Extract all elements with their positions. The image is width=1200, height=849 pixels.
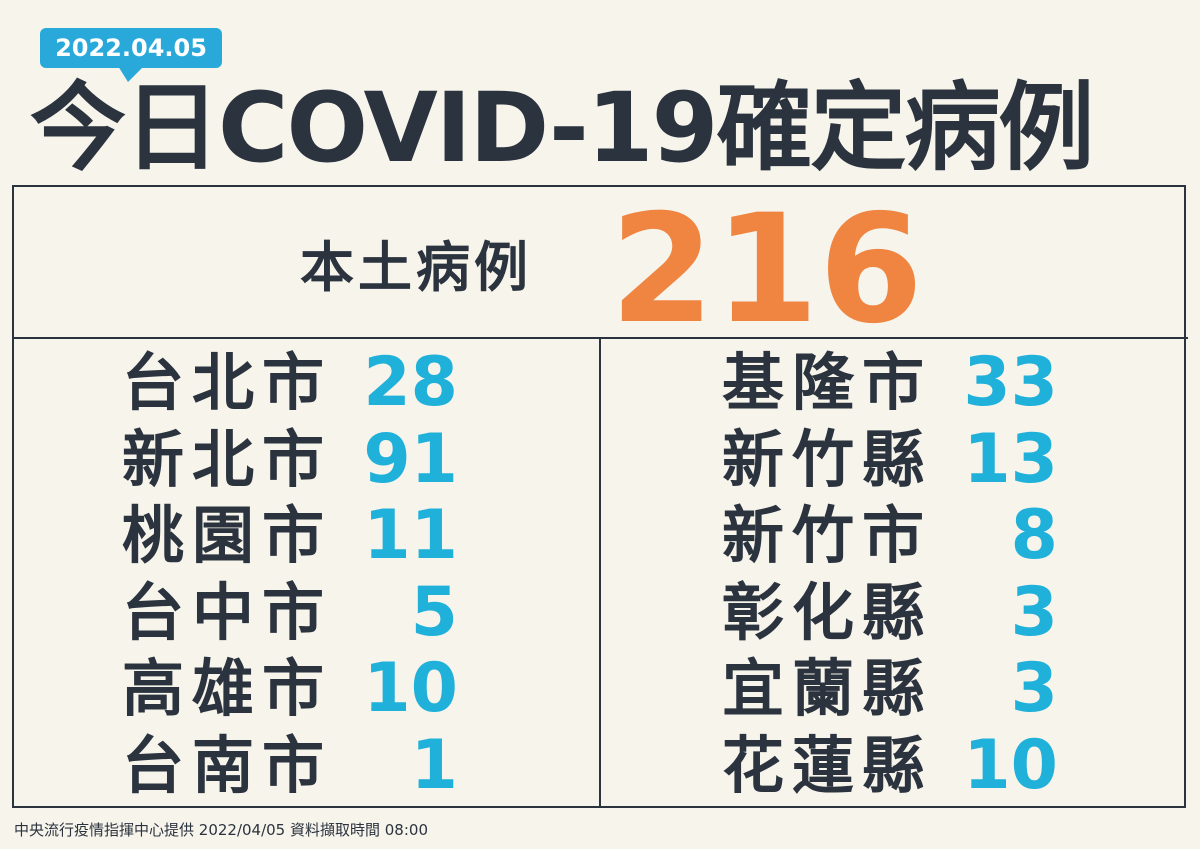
date-badge: 2022.04.05 (40, 28, 222, 68)
city-name: 台中市 (122, 575, 333, 649)
case-count: 33 (963, 343, 1058, 422)
local-total: 216 (610, 183, 924, 357)
case-count: 91 (363, 419, 458, 499)
city-name: 台北市 (122, 346, 333, 419)
city-name: 宜蘭縣 (722, 652, 933, 725)
city-name: 花蓮縣 (722, 728, 933, 802)
city-name: 台南市 (122, 728, 333, 802)
city-name: 高雄市 (122, 652, 333, 725)
footer: 中央流行疫情指揮中心提供 2022/04/05 資料擷取時間 08:00 (14, 821, 428, 839)
case-count: 10 (363, 649, 458, 728)
badge-tail (118, 66, 144, 82)
case-count: 13 (963, 419, 1058, 499)
case-count: 8 (1010, 496, 1058, 575)
local-label: 本土病例 (300, 236, 532, 299)
city-name: 新竹縣 (722, 422, 933, 496)
case-count: 3 (1010, 572, 1058, 652)
case-count: 3 (1010, 649, 1058, 728)
city-name: 新北市 (122, 422, 333, 496)
case-count: 10 (963, 725, 1058, 805)
case-count: 28 (363, 343, 458, 422)
city-name: 彰化縣 (722, 575, 933, 649)
city-name: 桃園市 (122, 499, 333, 572)
city-name: 基隆市 (722, 346, 933, 419)
case-count: 11 (363, 496, 458, 575)
title: 今日COVID-19確定病例 (30, 72, 1094, 184)
case-count: 1 (410, 725, 458, 805)
divider (599, 338, 601, 808)
city-name: 新竹市 (722, 499, 933, 572)
case-count: 5 (410, 572, 458, 652)
